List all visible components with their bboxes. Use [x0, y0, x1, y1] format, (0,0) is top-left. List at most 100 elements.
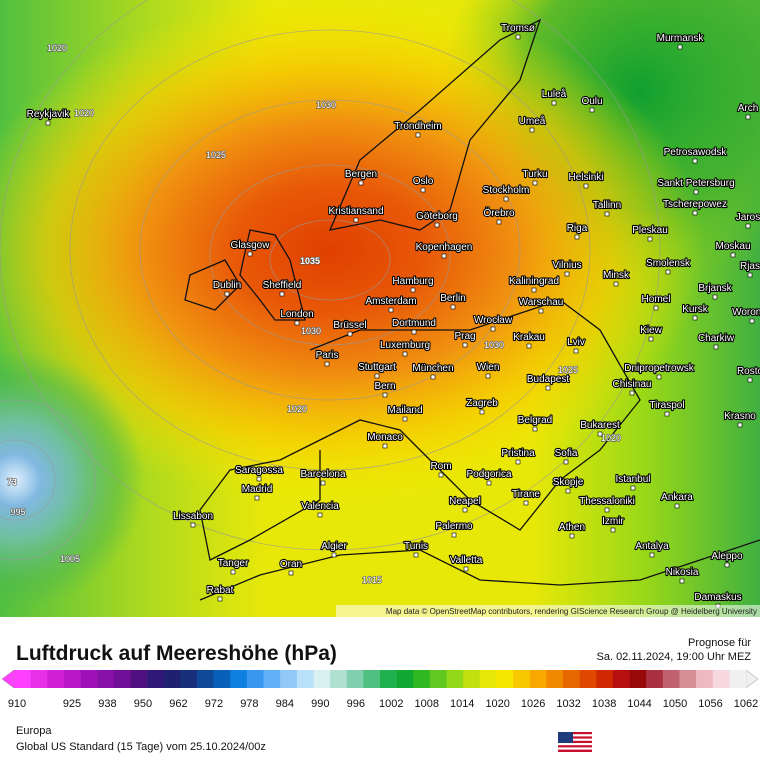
city-marker: [745, 223, 751, 229]
city-marker: [462, 507, 468, 513]
city-marker: [462, 342, 468, 348]
isobar-label: 1030: [484, 340, 504, 350]
city-marker: [692, 210, 698, 216]
isobar-label: 1030: [301, 326, 321, 336]
isobar-label: 1015: [362, 575, 382, 585]
city-marker: [747, 272, 753, 278]
region: Europa: [16, 725, 52, 737]
city-label: Turku: [522, 169, 547, 180]
city-marker: [523, 500, 529, 506]
legend-tick-label: 925: [63, 698, 81, 710]
city-marker: [402, 351, 408, 357]
city-label: Oulu: [581, 96, 602, 107]
legend-swatch: [662, 670, 680, 688]
city-marker: [485, 373, 491, 379]
city-marker: [490, 326, 496, 332]
city-marker: [486, 480, 492, 486]
city-marker: [745, 114, 751, 120]
city-label: Tscherepowez: [663, 199, 727, 210]
city-marker: [254, 495, 260, 501]
city-marker: [724, 562, 730, 568]
legend-swatch: [80, 670, 98, 688]
city-label: Paris: [316, 350, 339, 361]
city-marker: [358, 180, 364, 186]
city-label: Izmir: [602, 516, 624, 527]
city-label: Murmansk: [657, 33, 705, 44]
legend-swatch: [130, 670, 148, 688]
city-label: Kristiansand: [328, 206, 383, 217]
city-marker: [503, 196, 509, 202]
city-label: Lviv: [567, 337, 585, 348]
legend-tick-label: 950: [134, 698, 152, 710]
legend-swatch: [346, 670, 364, 688]
city-label: Pristina: [501, 448, 535, 459]
city-marker: [320, 480, 326, 486]
city-marker: [420, 187, 426, 193]
city-marker: [564, 271, 570, 277]
legend-swatch: [163, 670, 181, 688]
attribution: Map data © OpenStreetMap contributors, r…: [386, 607, 757, 616]
city-marker: [583, 183, 589, 189]
legend-swatch: [280, 670, 298, 688]
city-label: Oslo: [413, 176, 434, 187]
city-label: Prag: [454, 331, 475, 342]
isobar-label: 995: [10, 507, 25, 517]
city-marker: [563, 459, 569, 465]
legend-tick-label: 1038: [592, 698, 616, 710]
city-label: Örebro: [483, 207, 515, 219]
city-marker: [430, 374, 436, 380]
city-marker: [441, 253, 447, 259]
city-label: Skopje: [553, 477, 584, 488]
city-label: Krakau: [513, 332, 545, 343]
legend-swatch: [679, 670, 697, 688]
legend-swatch: [696, 670, 714, 688]
legend-swatch: [113, 670, 131, 688]
city-label: Palermo: [435, 521, 473, 532]
legend-swatch: [513, 670, 531, 688]
city-marker: [665, 269, 671, 275]
legend-swatch: [197, 670, 214, 688]
city-marker: [256, 476, 262, 482]
city-marker: [317, 512, 323, 518]
city-label: Berlin: [440, 293, 466, 304]
city-label: Madrid: [242, 484, 273, 495]
city-marker: [450, 304, 456, 310]
legend-swatch: [97, 670, 115, 688]
city-label: Tirane: [512, 489, 540, 500]
city-label: Lissabon: [173, 511, 213, 522]
city-label: Neapel: [449, 496, 481, 507]
forecast-time: Sa. 02.11.2024, 19:00 Uhr MEZ: [597, 651, 752, 663]
city-marker: [496, 219, 502, 225]
city-marker: [653, 305, 659, 311]
isobar-label: 73: [7, 477, 17, 487]
city-label: Sheffield: [263, 280, 302, 291]
city-marker: [434, 222, 440, 228]
city-marker: [538, 308, 544, 314]
city-marker: [613, 281, 619, 287]
legend-tick-label: 962: [169, 698, 187, 710]
city-label: Brjansk: [698, 283, 732, 294]
legend-swatch: [579, 670, 597, 688]
legend-tick-label: 984: [276, 698, 294, 710]
isobar-label: 1020: [601, 433, 621, 443]
isobar-label: 1025: [558, 365, 578, 375]
city-label: Riga: [567, 223, 588, 234]
city-marker: [610, 527, 616, 533]
legend-swatch: [413, 670, 431, 688]
legend-swatch: [712, 670, 730, 688]
city-label: Brüssel: [333, 320, 366, 331]
legend-swatch: [446, 670, 464, 688]
city-marker: [515, 34, 521, 40]
legend-swatch: [479, 670, 497, 688]
city-marker: [374, 373, 380, 379]
legend-tick-label: 938: [98, 698, 116, 710]
city-label: München: [412, 363, 453, 374]
city-marker: [656, 374, 662, 380]
city-label: Hamburg: [392, 276, 433, 287]
city-label: Istanbul: [615, 474, 650, 485]
city-label: Homel: [642, 294, 671, 305]
legend-swatch: [629, 670, 647, 688]
city-label: Antalya: [635, 541, 669, 552]
legend-tick-label: 1050: [663, 698, 687, 710]
isobar-label: 1030: [316, 100, 336, 110]
